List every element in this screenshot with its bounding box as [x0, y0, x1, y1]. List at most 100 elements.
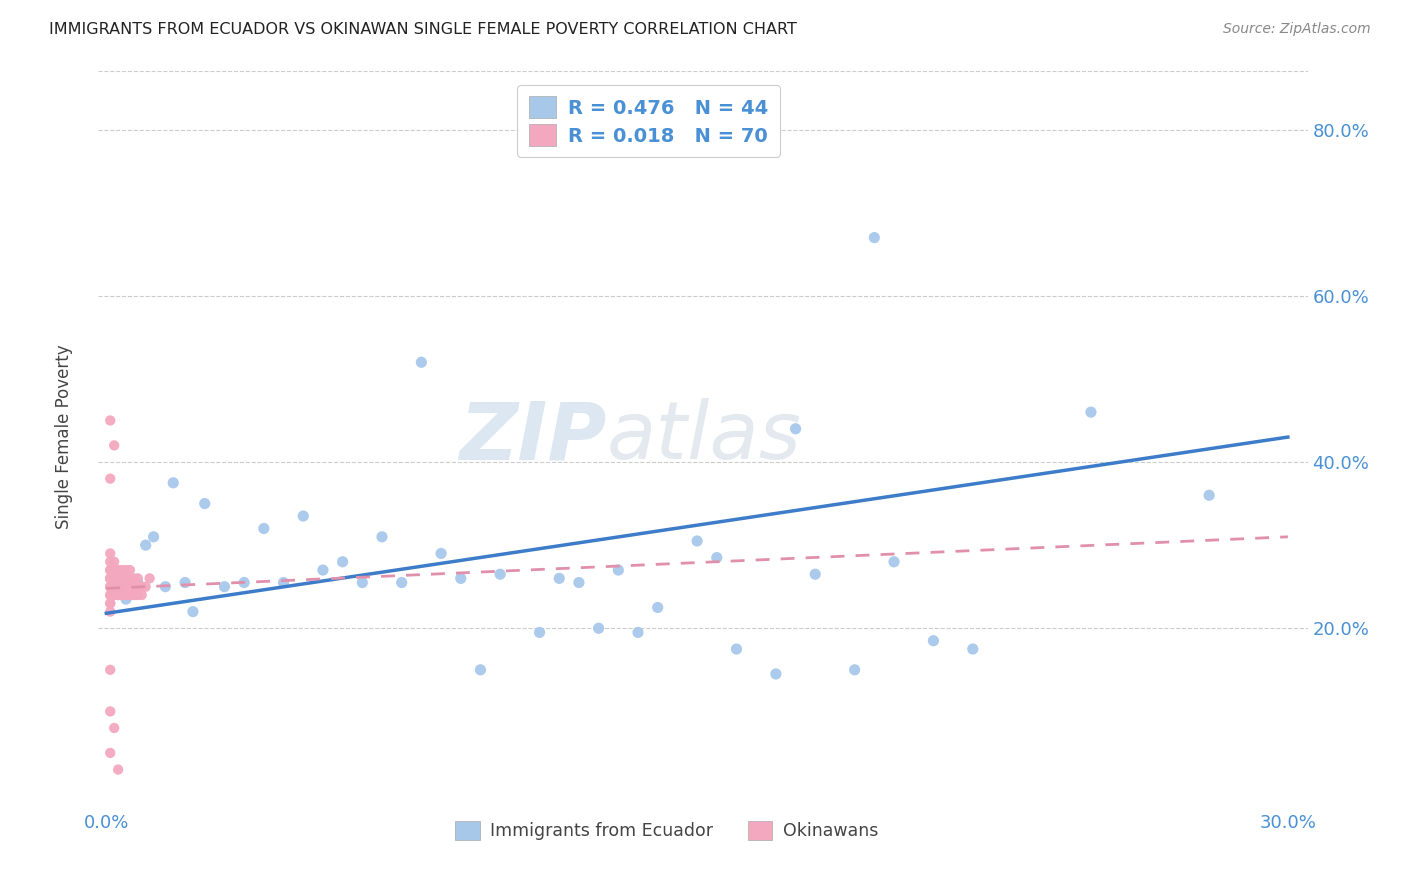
Point: [111, 571, 134, 585]
Point: [103, 580, 125, 594]
Text: ZIP: ZIP: [458, 398, 606, 476]
Point: [98, 580, 121, 594]
Point: [162, 475, 184, 490]
Point: [352, 575, 374, 590]
Point: [107, 588, 129, 602]
Point: [725, 642, 748, 657]
Point: [131, 588, 153, 602]
Point: [98, 555, 121, 569]
Point: [98, 596, 121, 610]
Point: [115, 580, 138, 594]
Point: [107, 588, 129, 602]
Text: atlas: atlas: [606, 398, 801, 476]
Point: [568, 575, 591, 590]
Point: [118, 571, 141, 585]
Point: [138, 571, 160, 585]
Point: [922, 633, 945, 648]
Point: [111, 580, 134, 594]
Point: [98, 596, 121, 610]
Point: [107, 563, 129, 577]
Point: [98, 571, 121, 585]
Point: [103, 588, 125, 602]
Point: [98, 605, 121, 619]
Point: [627, 625, 650, 640]
Point: [411, 355, 433, 369]
Point: [103, 555, 125, 569]
Legend: Immigrants from Ecuador, Okinawans: Immigrants from Ecuador, Okinawans: [447, 813, 887, 849]
Point: [115, 580, 138, 594]
Point: [122, 588, 145, 602]
Point: [98, 580, 121, 594]
Point: [103, 563, 125, 577]
Point: [131, 580, 153, 594]
Point: [1080, 405, 1102, 419]
Point: [292, 509, 315, 524]
Point: [98, 588, 121, 602]
Point: [103, 588, 125, 602]
Point: [103, 580, 125, 594]
Point: [253, 521, 276, 535]
Point: [391, 575, 413, 590]
Point: [1198, 488, 1220, 502]
Point: [118, 588, 141, 602]
Point: [142, 530, 165, 544]
Point: [98, 705, 121, 719]
Point: [332, 555, 354, 569]
Point: [686, 533, 709, 548]
Point: [529, 625, 551, 640]
Point: [122, 580, 145, 594]
Point: [233, 575, 256, 590]
Point: [548, 571, 571, 585]
Point: [135, 580, 157, 594]
Point: [962, 642, 984, 657]
Point: [107, 763, 129, 777]
Point: [127, 571, 149, 585]
Point: [107, 580, 129, 594]
Point: [98, 571, 121, 585]
Point: [107, 580, 129, 594]
Point: [107, 571, 129, 585]
Point: [647, 600, 669, 615]
Y-axis label: Single Female Poverty: Single Female Poverty: [55, 345, 73, 529]
Point: [118, 588, 141, 602]
Point: [111, 588, 134, 602]
Point: [588, 621, 610, 635]
Text: IMMIGRANTS FROM ECUADOR VS OKINAWAN SINGLE FEMALE POVERTY CORRELATION CHART: IMMIGRANTS FROM ECUADOR VS OKINAWAN SING…: [49, 22, 797, 37]
Point: [111, 571, 134, 585]
Point: [155, 580, 177, 594]
Point: [127, 575, 149, 590]
Point: [115, 571, 138, 585]
Point: [98, 580, 121, 594]
Point: [706, 550, 728, 565]
Point: [115, 588, 138, 602]
Point: [430, 546, 453, 560]
Point: [98, 472, 121, 486]
Point: [103, 588, 125, 602]
Point: [312, 563, 335, 577]
Point: [470, 663, 492, 677]
Point: [214, 580, 236, 594]
Point: [111, 588, 134, 602]
Point: [103, 438, 125, 452]
Point: [127, 588, 149, 602]
Point: [98, 588, 121, 602]
Point: [181, 605, 204, 619]
Point: [115, 592, 138, 607]
Point: [765, 667, 787, 681]
Point: [111, 563, 134, 577]
Point: [115, 563, 138, 577]
Point: [103, 721, 125, 735]
Point: [785, 422, 807, 436]
Point: [103, 571, 125, 585]
Point: [111, 580, 134, 594]
Point: [98, 746, 121, 760]
Point: [111, 588, 134, 602]
Point: [804, 567, 827, 582]
Point: [174, 575, 197, 590]
Point: [489, 567, 512, 582]
Point: [98, 663, 121, 677]
Point: [844, 663, 866, 677]
Point: [122, 580, 145, 594]
Point: [98, 413, 121, 427]
Point: [107, 588, 129, 602]
